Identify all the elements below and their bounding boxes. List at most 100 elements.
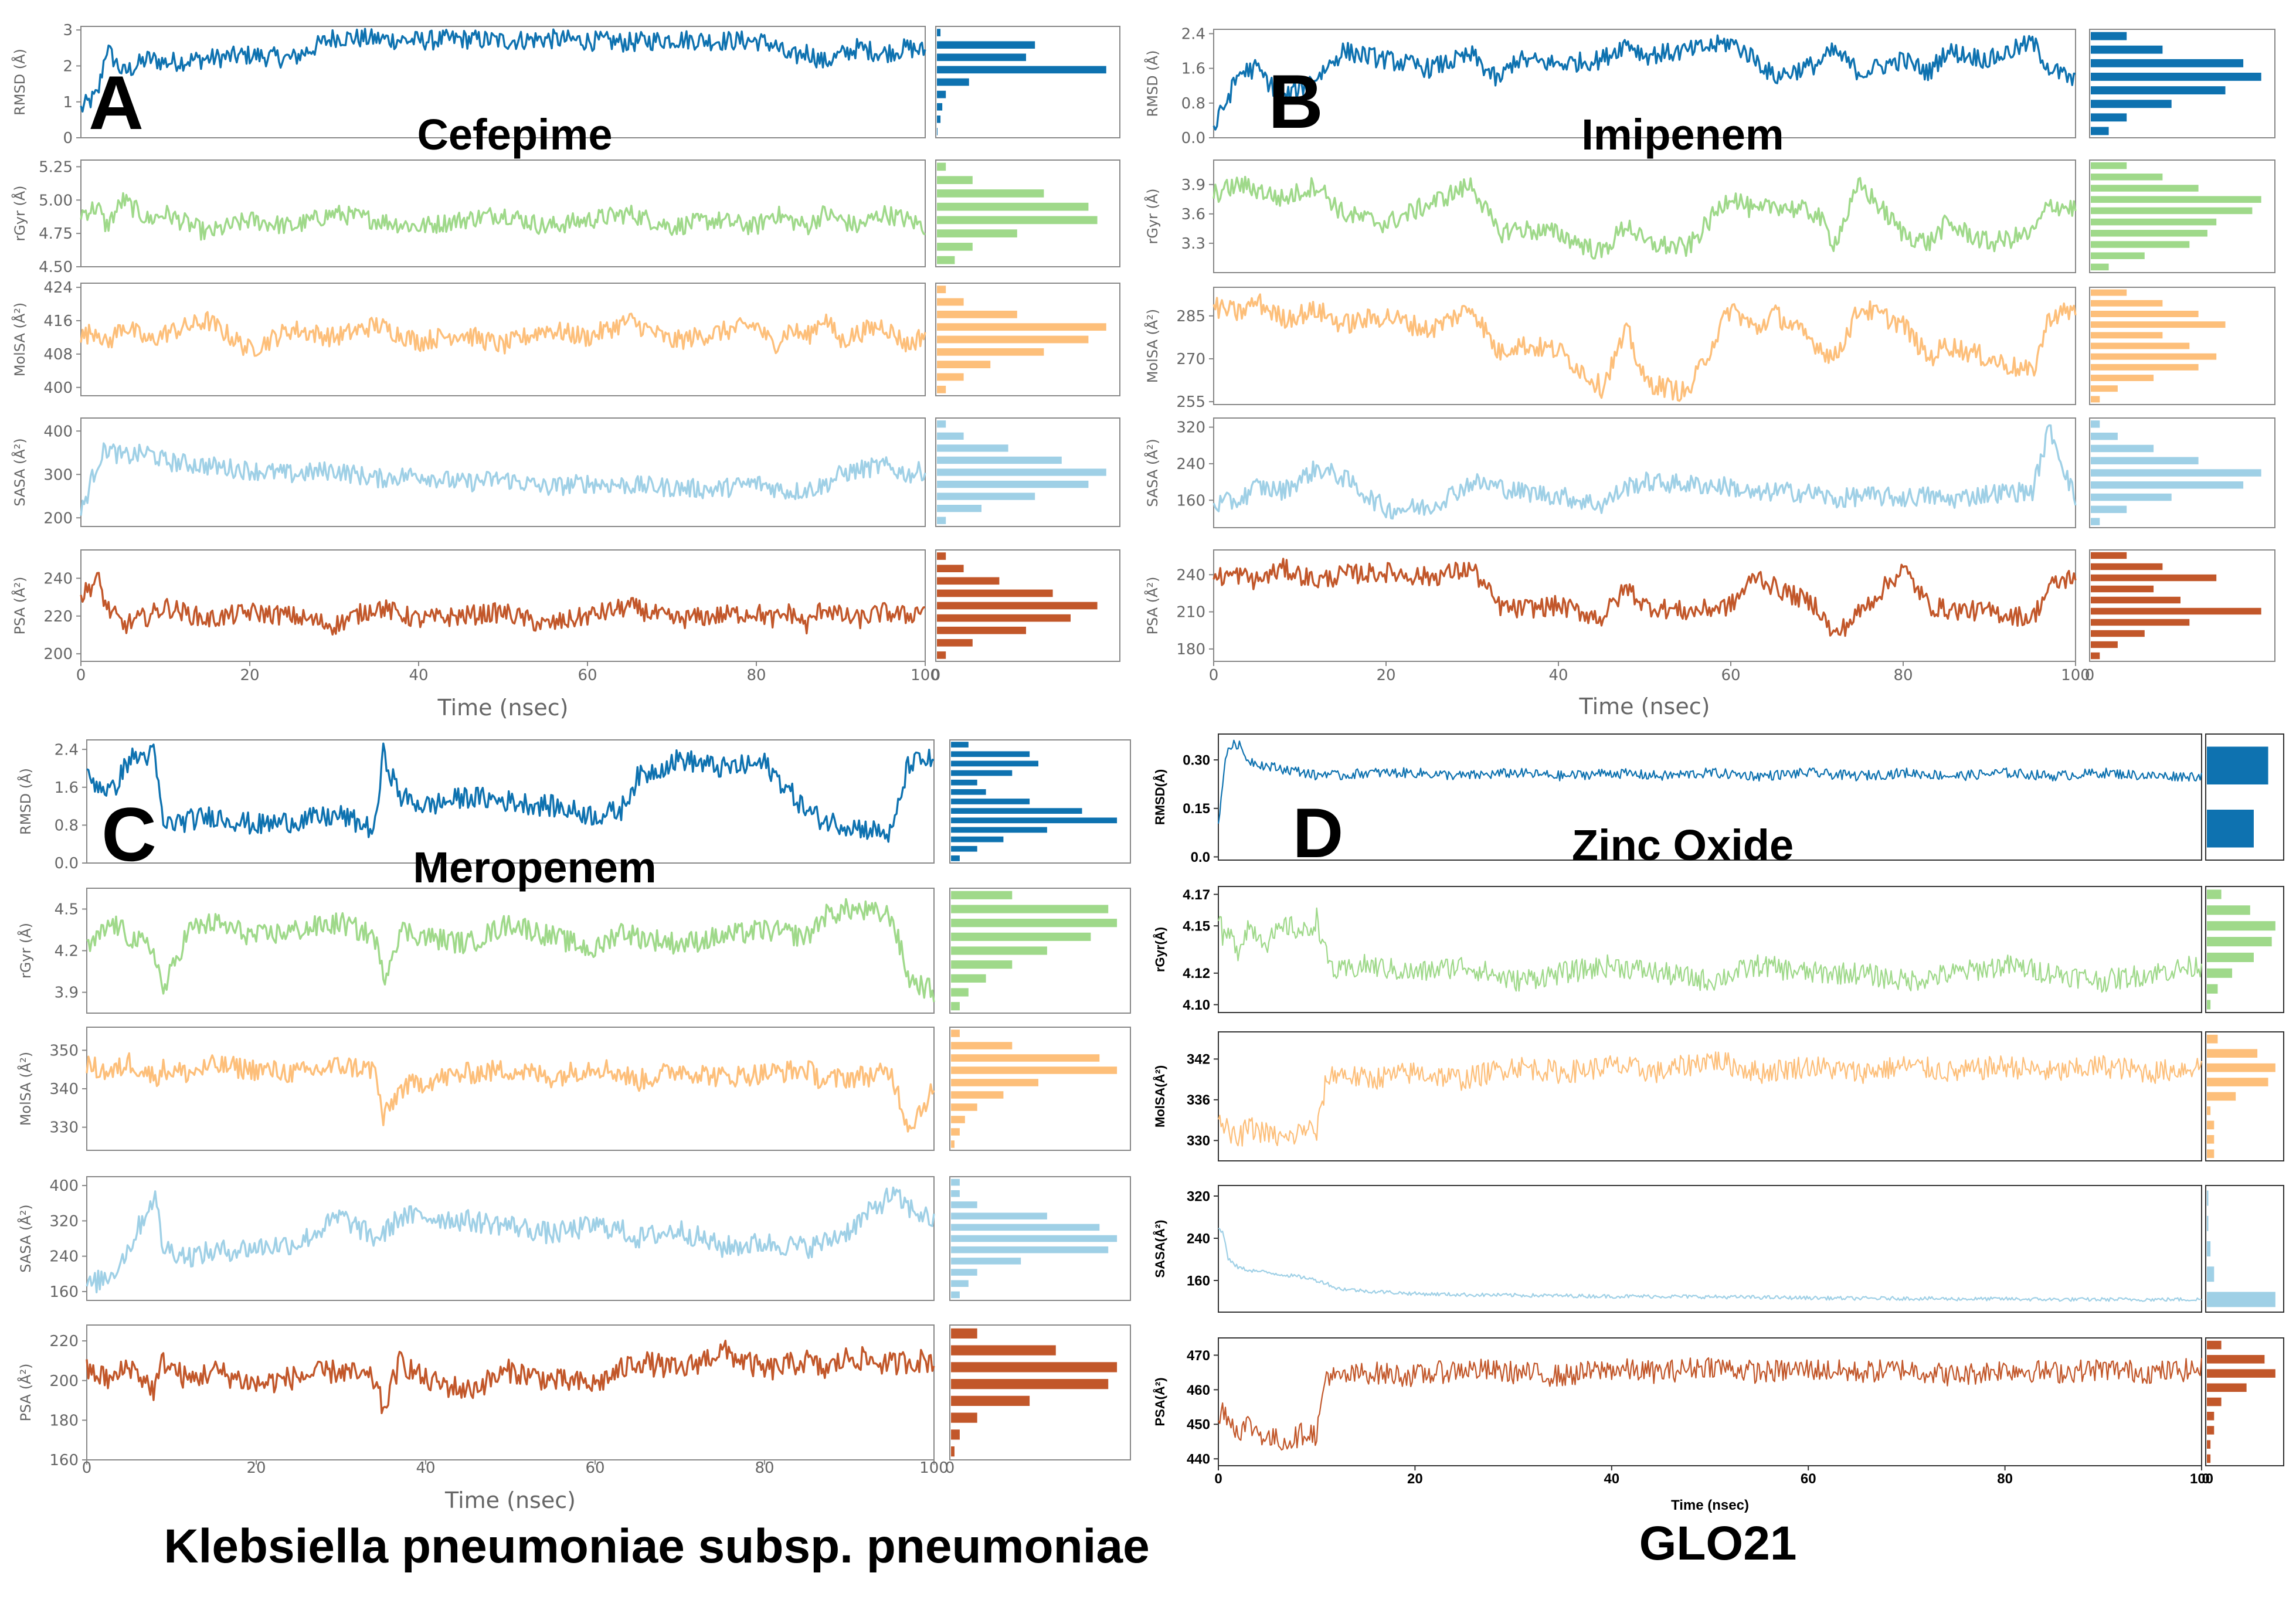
histogram-bar [937, 348, 1044, 356]
histogram-bar [2091, 241, 2190, 248]
y-tick-label: 340 [49, 1081, 79, 1098]
panel-letter: A [89, 60, 144, 145]
histogram-bar [951, 1103, 977, 1111]
panel-b-psa-subplot: 180 210 240 PSA (Å²) [1144, 549, 2275, 662]
histogram-bar [2091, 73, 2261, 81]
y-tick-label: 460 [1187, 1382, 1210, 1398]
y-tick-label: 416 [43, 312, 73, 330]
y-tick-label: 220 [43, 608, 73, 626]
y-tick-label: 0.30 [1183, 753, 1210, 769]
histogram-bar [2207, 1383, 2247, 1392]
histogram-bar [2091, 385, 2118, 392]
x-tick-label: 100 [2190, 1471, 2213, 1487]
histogram-bar [2091, 353, 2217, 360]
plot-frame [80, 159, 926, 267]
panel-c-psa-subplot: 160 180 200 220 PSA (Å²) [17, 1324, 1131, 1469]
histogram-bar [951, 1269, 977, 1276]
histogram-bar [2207, 1440, 2211, 1449]
histogram-bar [937, 310, 1017, 318]
y-tick-label: 0 [63, 130, 73, 147]
x-tick-label: 100 [919, 1459, 949, 1477]
panel-letter: C [101, 791, 157, 877]
histogram-bar [2091, 619, 2190, 626]
histogram-bar [2091, 375, 2154, 381]
histogram-bar [2091, 630, 2145, 637]
y-tick-label: 400 [43, 379, 73, 397]
y-tick-label: 0.0 [1191, 850, 1210, 865]
histogram-bar [2207, 1106, 2211, 1115]
panel-d-rgyr-subplot: 4.10 4.12 4.15 4.17 rGyr(Å) [1152, 886, 2284, 1013]
histogram-bar [951, 1030, 960, 1037]
series-line-rgyr [86, 898, 935, 1003]
x-tick-label: 60 [578, 667, 597, 684]
y-tick-label: 240 [49, 1248, 79, 1266]
histogram-bar [2207, 810, 2254, 848]
x-tick-label: 0 [82, 1459, 92, 1477]
panel-title: Imipenem [1581, 110, 1784, 159]
y-tick-label: 3.9 [55, 984, 79, 1002]
histogram-frame [2205, 1337, 2284, 1466]
x-tick-label: 80 [1997, 1471, 2013, 1487]
histogram-bar [2207, 1266, 2215, 1282]
y-tick-label: 240 [1176, 456, 1205, 473]
histogram-bar [2091, 174, 2163, 181]
histogram-bar [2207, 952, 2254, 962]
plot-frame [1218, 733, 2202, 861]
histogram-bar [2091, 45, 2163, 54]
y-tick-label: 200 [43, 509, 73, 527]
histogram-bar [951, 932, 1091, 941]
histogram-bar [937, 189, 1044, 198]
y-tick-label: 160 [1187, 1273, 1210, 1289]
histogram-bar [2207, 905, 2250, 915]
histogram-bar [2091, 342, 2190, 349]
y-axis-label: PSA(Å²) [1152, 1377, 1167, 1426]
histogram-frame [949, 888, 1131, 1014]
y-tick-label: 4.50 [39, 259, 73, 276]
histogram-bar [2207, 1340, 2222, 1350]
histogram-bar [951, 1042, 1013, 1049]
histogram-bar [951, 1345, 1056, 1356]
panel-c: 0.0 0.8 1.6 2.4 RMSD (Å) 3.9 4.2 4.5 rGyr (Å) 330… [17, 739, 1131, 1513]
histogram-bar [937, 614, 1071, 622]
histogram-bar [951, 905, 1109, 913]
x-tick-label: 20 [246, 1459, 266, 1477]
histogram-bar [951, 1178, 960, 1186]
x-tick-label: 20 [1407, 1471, 1423, 1487]
panel-title: Cefepime [417, 110, 612, 159]
histogram-bar [2207, 1034, 2218, 1044]
histogram-bar [951, 1079, 1038, 1086]
histogram-bar [951, 751, 1030, 757]
histogram-bar [2207, 1149, 2215, 1159]
series-line-rmsd [1212, 34, 2076, 131]
histogram-bar [951, 1446, 955, 1457]
plot-frame [1213, 549, 2076, 662]
plot-frame [80, 549, 926, 662]
histogram-bar [2091, 300, 2163, 307]
histogram-bar [951, 946, 1047, 955]
histogram-bar [2091, 252, 2145, 259]
plot-frame [1218, 1031, 2202, 1161]
y-tick-label: 160 [49, 1283, 79, 1301]
y-tick-label: 1 [63, 94, 73, 111]
y-tick-label: 350 [49, 1042, 79, 1059]
histogram-bar [951, 1235, 1118, 1242]
histogram-bar [937, 53, 1026, 62]
panel-letter: B [1268, 59, 1323, 144]
y-tick-label: 5.00 [39, 192, 73, 209]
x-axis-label: Time (nsec) [444, 1487, 576, 1513]
histogram-frame [2205, 886, 2284, 1013]
y-tick-label: 330 [49, 1119, 79, 1137]
x-tick-label: 60 [1721, 667, 1740, 684]
histogram-bar [2091, 196, 2261, 203]
y-axis-label: SASA (Å²) [1144, 439, 1161, 507]
histogram-bar [2091, 518, 2100, 525]
panel-a-molsa-subplot: 400 408 416 424 MolSA (Å²) [11, 279, 1120, 397]
histogram-bar [951, 1280, 969, 1287]
histogram-bar [2091, 505, 2127, 514]
y-tick-label: 285 [1176, 308, 1205, 325]
x-tick-label: 0 [76, 667, 86, 684]
histogram-frame [2089, 29, 2275, 138]
caption-organism: Klebsiella pneumoniae subsp. pneumoniae [164, 1520, 1149, 1573]
histogram-bar [2207, 1454, 2211, 1463]
histogram-bar [951, 817, 1118, 824]
